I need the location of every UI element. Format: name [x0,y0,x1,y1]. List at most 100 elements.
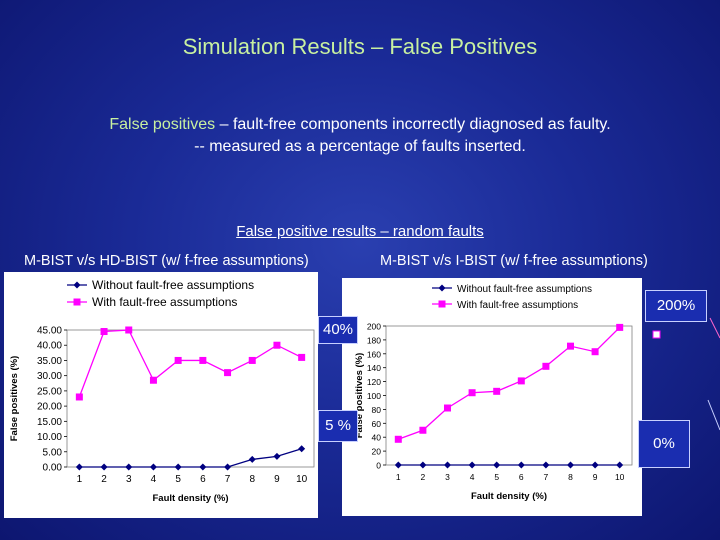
left-chart-y-axis-label: False positives (%) [9,356,20,442]
right-chart-x-axis-label: Fault density (%) [471,491,547,502]
right-chart-data-point-without [517,461,525,469]
right-chart-y-tick-label: 180 [367,335,381,345]
left-chart-y-tick-label: 5.00 [43,447,63,458]
right-chart-legend-marker [438,284,446,292]
left-chart-data-point-without [248,455,256,463]
left-chart-y-tick-label: 40.00 [37,341,62,352]
right-chart-y-tick-label: 160 [367,349,381,359]
right-chart-y-tick-label: 20 [372,447,382,457]
left-chart-data-point-with [125,326,133,334]
right-chart-legend-label: With fault-free assumptions [457,300,578,311]
left-chart-y-tick-label: 25.00 [37,386,62,397]
left-chart-data-point-without [298,445,306,453]
right-chart-x-tick-label: 2 [421,472,426,482]
right-chart-x-tick-label: 10 [615,472,625,482]
right-chart-x-tick-label: 4 [470,472,475,482]
left-chart-x-tick-label: 9 [274,474,280,485]
right-chart-data-point-without [591,461,599,469]
left-chart-data-point-with [199,356,207,364]
left-chart-data-point-with [248,356,256,364]
left-chart-x-tick-label: 7 [225,474,231,485]
left-chart-data-point-without [273,452,281,460]
left-chart-y-tick-label: 35.00 [37,356,62,367]
left-chart-data-point-with [100,328,108,336]
left-chart-data-point-without [149,463,157,471]
left-chart-x-tick-label: 3 [126,474,132,485]
right-chart-data-point-with [517,377,525,385]
left-chart-data-point-without [224,463,232,471]
right-chart-series-line-with [398,326,621,440]
left-chart-data-point-without [75,463,83,471]
right-chart-data-point-with [591,348,599,356]
left-chart-y-tick-label: 15.00 [37,417,62,428]
right-low-callout-line [707,399,720,431]
right-chart-y-tick-label: 0 [376,461,381,471]
right-high-callout-line [709,317,720,339]
left-chart-data-point-with [149,376,157,384]
right-chart-y-tick-label: 120 [367,377,381,387]
right-chart-data-point-with [616,323,624,331]
right-chart-x-tick-label: 6 [519,472,524,482]
left-chart-legend-label: Without fault-free assumptions [92,278,254,292]
right-chart-data-point-with [468,389,476,397]
left-chart-data-point-with [75,393,83,401]
left-chart-y-tick-label: 20.00 [37,402,62,413]
right-chart-panel: 0 20 40 60 80 100 120 140 160 180 200 1 2 3 4 5 6 7 8 9 10 Fa… [342,278,642,516]
left-chart-x-tick-label: 1 [77,474,83,485]
slide-title: Simulation Results – False Positives [182,34,538,59]
right-high-callout: 200% [645,290,707,322]
right-chart-y-tick-label: 80 [372,405,382,415]
left-chart-x-tick-label: 10 [296,474,308,485]
right-chart-plot-area [385,325,633,466]
definition-text: False positives – fault-free components … [0,114,720,158]
left-chart-data-point-with [174,356,182,364]
left-chart-y-tick-label: 0.00 [43,463,63,474]
left-chart-x-tick-label: 4 [151,474,157,485]
left-chart-data-point-without [100,463,108,471]
left-chart-data-point-with [298,353,306,361]
left-chart-plot-area [66,329,315,468]
left-chart-data-point-without [174,463,182,471]
left-chart-panel: 0.00 5.00 10.00 15.00 20.00 25.00 30.00 35.00 40… [4,272,318,518]
right-chart-y-tick-label: 60 [372,419,382,429]
right-chart-data-point-without [394,461,402,469]
right-low-callout: 0% [638,420,690,468]
right-chart-x-tick-label: 8 [568,472,573,482]
right-chart: 0 20 40 60 80 100 120 140 160 180 200 1 2 3 4 5 6 7 8 9 10 Fa… [354,284,633,502]
results-subheading: False positive results – random faults [236,223,484,240]
left-chart-x-axis-label: Fault density (%) [152,493,228,504]
right-chart-title: M-BIST v/s I-BIST (w/ f-free assumptions… [380,253,648,269]
right-chart-y-tick-label: 200 [367,322,381,332]
left-chart-legend-marker [73,281,81,289]
left-chart-y-tick-label: 10.00 [37,432,62,443]
right-chart-legend-marker [438,300,446,308]
right-chart-data-point-without [616,461,624,469]
left-chart-data-point-without [199,463,207,471]
left-chart-series-line-with [78,329,302,398]
right-chart-data-point-without [444,461,451,469]
right-chart-x-tick-label: 7 [544,472,549,482]
right-chart-y-axis-label: False positives (%) [354,353,365,439]
right-chart-data-point-with [394,435,402,443]
right-chart-y-tick-label: 100 [367,391,381,401]
right-chart-data-point-without [493,461,501,469]
right-chart-y-tick-label: 40 [372,433,382,443]
definition-line-1: False positives – fault-free components … [0,114,720,136]
left-chart-legend-marker [73,298,81,306]
left-chart-data-point-without [125,463,133,471]
left-chart-data-point-with [273,341,281,349]
left-chart-y-tick-label: 45.00 [37,326,62,337]
right-chart-data-point-without [419,461,427,469]
right-chart-data-point-with [493,387,501,395]
left-chart: 0.00 5.00 10.00 15.00 20.00 25.00 30.00 35.00 40… [9,278,315,504]
left-chart-series-line-without [79,448,302,468]
left-chart-x-tick-label: 8 [249,474,255,485]
left-chart-x-tick-label: 5 [175,474,181,485]
left-chart-x-tick-label: 6 [200,474,206,485]
right-chart-x-tick-label: 5 [494,472,499,482]
left-chart-title: M-BIST v/s HD-BIST (w/ f-free assumption… [24,253,309,269]
right-chart-data-point-without [567,461,574,469]
left-chart-y-tick-label: 30.00 [37,371,62,382]
definition-term: False positives [109,116,216,133]
definition-rest: – fault-free components incorrectly diag… [215,116,611,133]
